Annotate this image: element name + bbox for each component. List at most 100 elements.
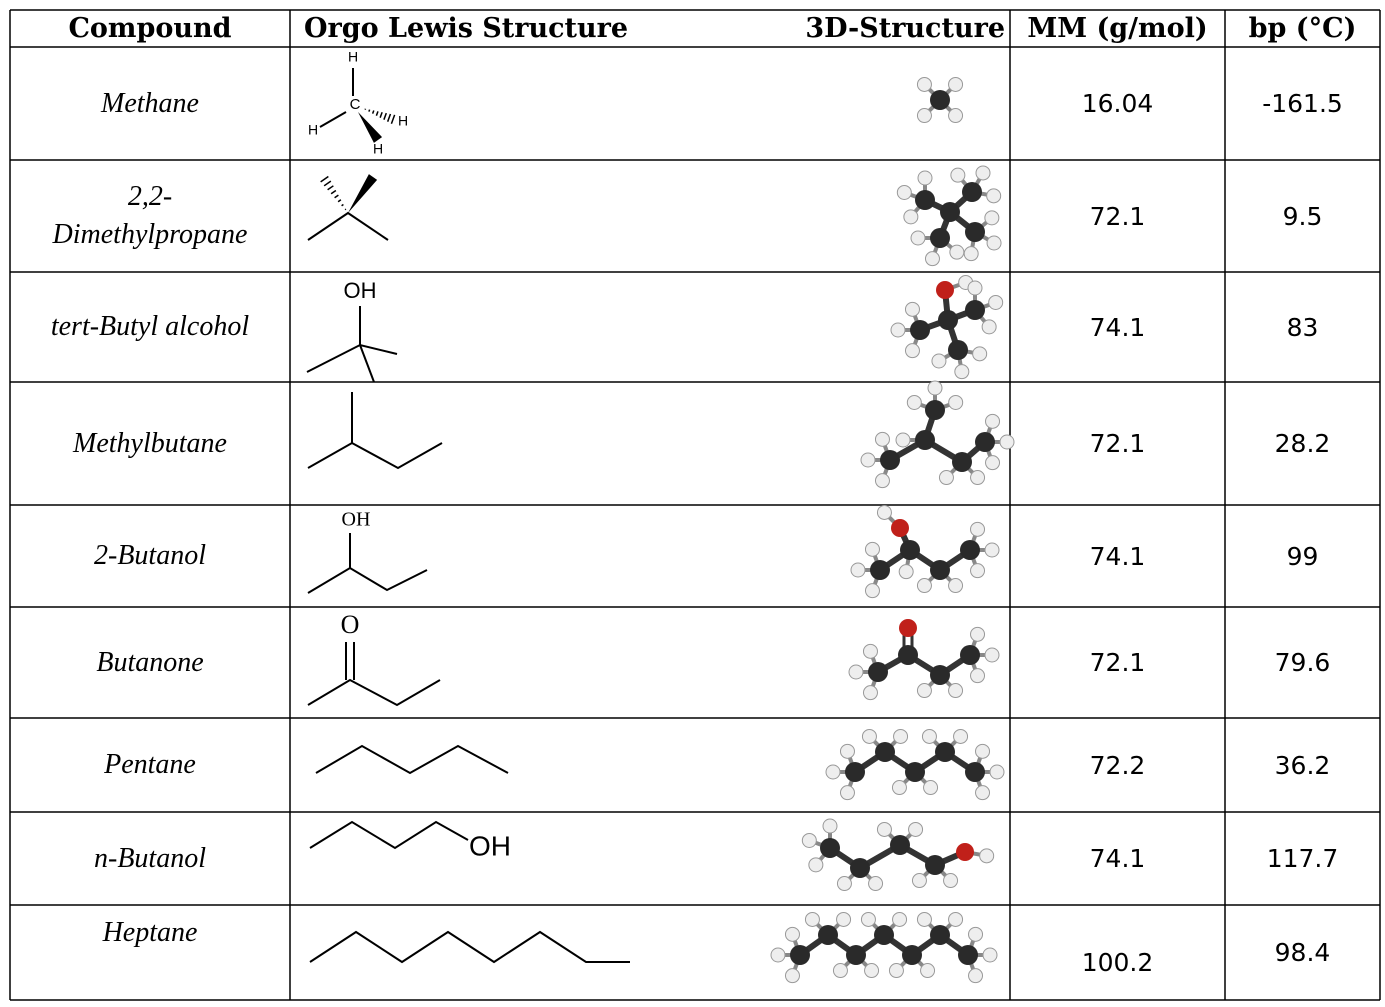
boiling-point-text: 79.6 [1274,648,1331,677]
hydrogen-ball [938,470,954,486]
hydrogen-ball [804,911,820,927]
hydrogen-ball [979,848,995,864]
bond-line [309,930,630,964]
molar-mass: 16.04 [1010,47,1225,160]
hydrogen-ball [948,578,964,594]
hydrogen-ball [836,911,852,927]
compound-name-text: Pentane [104,749,196,780]
compound-name: Methane [10,47,290,160]
hydrogen-ball [954,364,970,380]
hydrogen-ball [916,76,932,92]
hydrogen-ball [999,434,1015,450]
atom-label: H [398,113,408,129]
hash-bond [334,194,339,199]
hydrogen-ball [975,785,991,801]
boiling-point-text: 98.4 [1274,938,1331,967]
bond-line [315,744,509,775]
hydrogen-ball [967,280,983,296]
molar-mass: 74.1 [1010,812,1225,905]
hydrogen-ball [896,184,912,200]
bond-line [307,678,441,707]
hydrogen-ball [972,346,988,362]
carbon-ball [915,430,935,450]
molar-mass: 74.1 [1010,272,1225,382]
hydrogen-ball [931,353,947,369]
hydrogen-ball [984,647,1000,663]
hydrogen-ball [975,743,991,759]
hash-bond [320,175,329,183]
compound-name-text: Dimethylpropane [52,219,248,250]
header-cell: bp (°C) [1225,10,1380,47]
hydrogen-ball [904,343,920,359]
hydrogen-ball [860,452,876,468]
carbon-ball [975,432,995,452]
boiling-point: 28.2 [1225,382,1380,505]
carbon-ball [925,400,945,420]
boiling-point: 36.2 [1225,718,1380,812]
hydrogen-ball [784,968,800,984]
hydrogen-ball [968,926,984,942]
hydrogen-ball [832,963,848,979]
hash-bond [390,114,396,124]
hydrogen-ball [948,76,964,92]
hydrogen-ball [948,911,964,927]
molar-mass: 72.1 [1010,160,1225,272]
boiling-point-text: 83 [1286,312,1319,342]
carbon-ball [846,945,866,965]
molar-mass-text: 74.1 [1089,312,1146,342]
molar-mass: 72.1 [1010,382,1225,505]
atom-label: O [341,610,360,639]
hydrogen-ball [986,188,1002,204]
hydrogen-ball [874,473,890,489]
carbon-ball [880,450,900,470]
molar-mass-text: 72.1 [1089,429,1146,458]
atom-label: OH [344,278,377,303]
hydrogen-ball [981,319,997,335]
hydrogen-ball [989,764,1005,780]
carbon-ball [930,228,950,248]
hydrogen-ball [948,108,964,124]
hydrogen-ball [801,832,817,848]
hydrogen-ball [984,210,1000,226]
hydrogen-ball [911,873,927,889]
hash-bond [327,185,334,191]
molar-mass: 74.1 [1010,505,1225,607]
carbon-ball [915,190,935,210]
header-cell: 3D-Structure [780,10,1005,47]
carbon-ball [965,762,985,782]
carbon-ball [910,320,930,340]
carbon-ball [930,665,950,685]
hydrogen-ball [948,683,964,699]
carbon-ball [870,560,890,580]
carbon-ball [948,340,968,360]
boiling-point: 99 [1225,505,1380,607]
atom-label: H [373,141,383,157]
carbon-ball [790,945,810,965]
hash-bond [386,113,392,122]
hydrogen-ball [903,209,919,225]
hydrogen-ball [908,821,924,837]
hydrogen-ball [916,683,932,699]
hydrogen-ball [970,668,986,684]
boiling-point: 117.7 [1225,812,1380,905]
hydrogen-ball [963,246,979,262]
carbon-ball [960,645,980,665]
boiling-point-text: -161.5 [1262,89,1343,118]
hydrogen-ball [984,542,1000,558]
compound-name: 2-Butanol [10,505,290,607]
hydrogen-ball [770,947,786,963]
bond-line [306,343,398,373]
hydrogen-ball [906,394,922,410]
compound-name: tert-Butyl alcohol [10,272,290,382]
hydrogen-ball [948,394,964,410]
header-cell-text: Compound [68,13,232,44]
hydrogen-ball [910,230,926,246]
carbon-ball [930,925,950,945]
hydrogen-ball [927,380,943,396]
carbon-ball [940,202,960,222]
header-cell-text: MM (g/mol) [1027,13,1208,44]
hydrogen-ball [862,685,878,701]
header-cell: Orgo Lewis Structure [304,10,634,47]
boiling-point: 83 [1225,272,1380,382]
carbon-ball [875,742,895,762]
